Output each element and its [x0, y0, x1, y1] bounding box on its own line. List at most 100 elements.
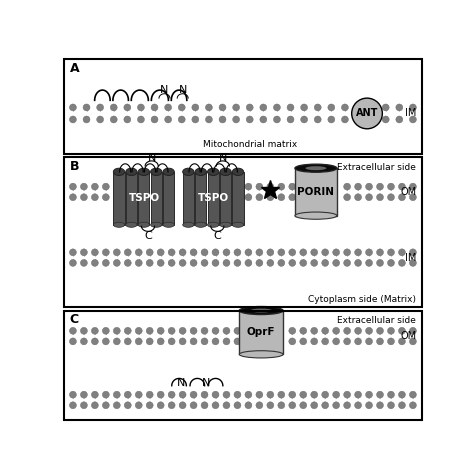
- Circle shape: [333, 391, 339, 398]
- Circle shape: [399, 402, 405, 409]
- Circle shape: [212, 249, 219, 256]
- Circle shape: [212, 402, 219, 409]
- Circle shape: [168, 249, 175, 256]
- Circle shape: [179, 249, 186, 256]
- Bar: [138, 172, 149, 225]
- Circle shape: [365, 391, 373, 398]
- Circle shape: [341, 104, 348, 111]
- Circle shape: [289, 183, 296, 190]
- Circle shape: [113, 391, 120, 398]
- Circle shape: [97, 116, 104, 123]
- Circle shape: [234, 338, 241, 345]
- Ellipse shape: [126, 168, 137, 175]
- Bar: [126, 172, 137, 225]
- Circle shape: [322, 402, 328, 409]
- Circle shape: [146, 402, 153, 409]
- Circle shape: [205, 104, 212, 111]
- Circle shape: [234, 328, 241, 334]
- Circle shape: [273, 104, 281, 111]
- Ellipse shape: [138, 168, 149, 175]
- Circle shape: [289, 259, 296, 266]
- Bar: [163, 172, 174, 225]
- Circle shape: [219, 104, 226, 111]
- Circle shape: [137, 104, 145, 111]
- Circle shape: [179, 328, 186, 334]
- Circle shape: [157, 402, 164, 409]
- Circle shape: [311, 249, 318, 256]
- Ellipse shape: [113, 168, 125, 175]
- Circle shape: [102, 259, 109, 266]
- Circle shape: [344, 338, 351, 345]
- Circle shape: [399, 249, 405, 256]
- Ellipse shape: [220, 168, 231, 175]
- Circle shape: [267, 259, 274, 266]
- Circle shape: [157, 338, 164, 345]
- Circle shape: [234, 259, 241, 266]
- Circle shape: [91, 338, 98, 345]
- Circle shape: [233, 104, 239, 111]
- Ellipse shape: [195, 168, 206, 175]
- Circle shape: [256, 259, 263, 266]
- Circle shape: [311, 338, 318, 345]
- Circle shape: [278, 259, 285, 266]
- Circle shape: [70, 259, 76, 266]
- Ellipse shape: [250, 309, 272, 312]
- Circle shape: [157, 328, 164, 334]
- Circle shape: [168, 402, 175, 409]
- Circle shape: [369, 104, 375, 111]
- Circle shape: [410, 338, 416, 345]
- Bar: [295, 168, 337, 216]
- Circle shape: [223, 328, 230, 334]
- Circle shape: [333, 338, 339, 345]
- Circle shape: [410, 259, 416, 266]
- Text: N: N: [147, 153, 156, 163]
- Circle shape: [135, 338, 142, 345]
- Circle shape: [355, 259, 362, 266]
- Circle shape: [113, 259, 120, 266]
- Circle shape: [124, 104, 131, 111]
- Circle shape: [201, 391, 208, 398]
- Circle shape: [344, 194, 351, 201]
- Circle shape: [382, 116, 389, 123]
- Circle shape: [289, 338, 296, 345]
- Text: Mitochondrial matrix: Mitochondrial matrix: [203, 140, 297, 149]
- Circle shape: [260, 116, 267, 123]
- Bar: [208, 172, 219, 225]
- Text: B: B: [70, 160, 79, 173]
- Circle shape: [344, 391, 351, 398]
- Circle shape: [410, 402, 416, 409]
- Circle shape: [344, 259, 351, 266]
- Ellipse shape: [113, 222, 125, 228]
- Circle shape: [124, 249, 131, 256]
- Circle shape: [388, 402, 394, 409]
- Circle shape: [146, 338, 153, 345]
- Circle shape: [278, 402, 285, 409]
- Circle shape: [223, 259, 230, 266]
- Ellipse shape: [295, 212, 337, 219]
- Circle shape: [168, 391, 175, 398]
- Circle shape: [355, 338, 362, 345]
- Circle shape: [399, 183, 405, 190]
- Circle shape: [399, 391, 405, 398]
- Text: A: A: [70, 62, 79, 74]
- Circle shape: [91, 259, 98, 266]
- Circle shape: [91, 249, 98, 256]
- Circle shape: [245, 259, 252, 266]
- Circle shape: [113, 402, 120, 409]
- Circle shape: [301, 104, 308, 111]
- Circle shape: [113, 338, 120, 345]
- Circle shape: [157, 249, 164, 256]
- Circle shape: [300, 249, 307, 256]
- Bar: [64, 59, 422, 154]
- Text: Extracellular side: Extracellular side: [337, 163, 416, 172]
- Circle shape: [273, 116, 281, 123]
- Circle shape: [365, 402, 373, 409]
- Circle shape: [256, 183, 263, 190]
- Circle shape: [355, 402, 362, 409]
- Circle shape: [212, 338, 219, 345]
- Circle shape: [179, 338, 186, 345]
- Circle shape: [201, 259, 208, 266]
- Circle shape: [369, 116, 375, 123]
- Circle shape: [289, 402, 296, 409]
- Circle shape: [190, 338, 197, 345]
